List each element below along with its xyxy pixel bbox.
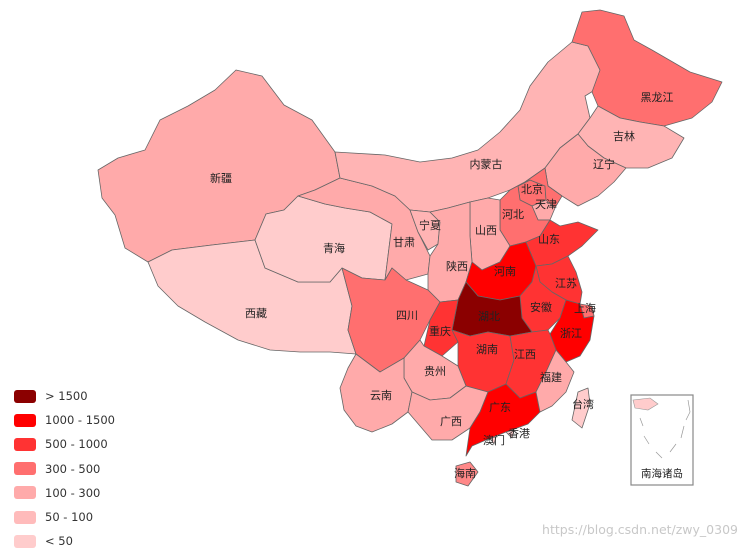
province-heilongjiang[interactable]	[571, 9, 723, 127]
legend-swatch	[14, 437, 36, 451]
legend-label: 50 - 100	[45, 510, 94, 525]
province-aomen[interactable]	[489, 436, 497, 445]
legend-swatch	[14, 486, 36, 500]
legend-item[interactable]: 1000 - 1500	[14, 408, 115, 432]
province-label: 宁夏	[419, 218, 441, 232]
province-label: 青海	[323, 241, 345, 255]
province-label: 重庆	[429, 324, 451, 338]
province-label: 安徽	[530, 300, 552, 314]
province-label: 天津	[535, 198, 557, 211]
province-fujian[interactable]	[535, 349, 575, 413]
province-label: 广西	[440, 415, 462, 428]
province-label: 贵州	[424, 365, 446, 378]
province-label: 黑龙江	[641, 91, 674, 104]
legend-item[interactable]: 500 - 1000	[14, 432, 115, 456]
province-label: 湖南	[476, 343, 498, 356]
legend-item[interactable]: 50 - 100	[14, 505, 115, 529]
legend-label: 300 - 500	[45, 461, 101, 476]
province-label: 山东	[538, 233, 560, 246]
legend-label: 500 - 1000	[45, 437, 108, 452]
legend-item[interactable]: > 1500	[14, 384, 115, 408]
province-label: 浙江	[560, 327, 582, 340]
legend-swatch	[14, 510, 36, 524]
legend-swatch	[14, 389, 36, 403]
province-label: 云南	[370, 389, 392, 402]
province-label: 上海	[574, 301, 596, 315]
legend-swatch	[14, 462, 36, 476]
province-label: 甘肃	[393, 236, 415, 249]
legend-label: > 1500	[45, 389, 88, 404]
province-label: 湖北	[478, 310, 500, 323]
province-label: 河南	[494, 265, 516, 278]
province-label: 广东	[489, 401, 511, 414]
province-label: 新疆	[210, 171, 232, 185]
province-label: 辽宁	[593, 157, 615, 171]
province-label: 内蒙古	[470, 157, 503, 171]
province-label: 海南	[454, 466, 476, 480]
province-hainan[interactable]	[455, 461, 479, 487]
legend-item[interactable]: < 50	[14, 529, 115, 553]
legend-label: 100 - 300	[45, 485, 101, 500]
legend-label: 1000 - 1500	[45, 413, 115, 428]
province-yunnan[interactable]	[339, 353, 413, 433]
legend: > 1500 1000 - 1500 500 - 1000 300 - 500 100 …	[14, 384, 115, 553]
legend-swatch	[14, 534, 36, 548]
watermark: https://blog.csdn.net/zwy_0309	[542, 522, 738, 537]
south-sea-inset: 南海诸岛	[630, 394, 694, 486]
province-label: 河北	[502, 208, 524, 221]
province-label: 台湾	[572, 397, 594, 411]
legend-item[interactable]: 100 - 300	[14, 481, 115, 505]
legend-label: < 50	[45, 534, 73, 549]
province-xianggang[interactable]	[505, 429, 515, 439]
province-label: 江苏	[555, 277, 577, 290]
province-label: 澳门	[483, 433, 505, 447]
province-label: 福建	[540, 370, 562, 384]
province-label: 香港	[508, 427, 530, 440]
province-label: 北京	[521, 182, 543, 196]
province-label: 吉林	[613, 129, 635, 143]
province-label: 西藏	[245, 307, 267, 320]
province-label: 四川	[396, 309, 418, 322]
legend-item[interactable]: 300 - 500	[14, 457, 115, 481]
province-taiwan[interactable]	[571, 387, 591, 429]
province-label: 山西	[475, 224, 497, 237]
legend-swatch	[14, 413, 36, 427]
inset-label: 南海诸岛	[641, 467, 683, 480]
province-label: 陕西	[446, 259, 468, 273]
province-label: 江西	[514, 348, 536, 361]
